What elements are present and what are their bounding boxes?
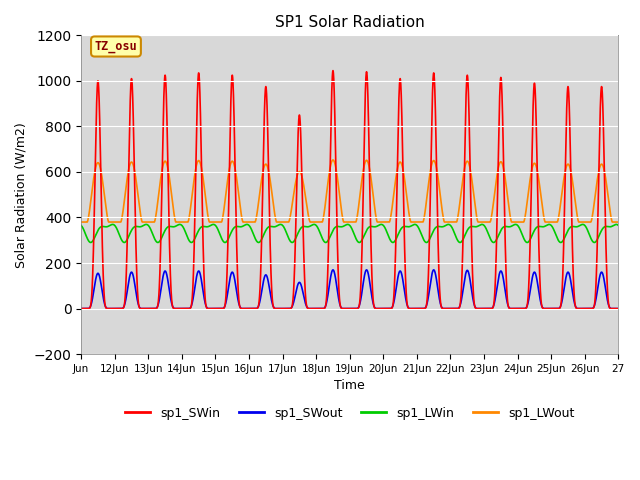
sp1_SWout (77, 306, 85, 312)
sp1_SWin (399, 139, 406, 145)
sp1_SWin (189, 291, 196, 297)
Line: sp1_LWin: sp1_LWin (81, 225, 618, 242)
Legend: sp1_SWin, sp1_SWout, sp1_LWin, sp1_LWout: sp1_SWin, sp1_SWout, sp1_LWin, sp1_LWout (120, 402, 579, 425)
sp1_LWin (524, 240, 531, 245)
sp1_LWin (142, 222, 150, 228)
sp1_SWin (370, 301, 378, 307)
X-axis label: Time: Time (334, 379, 365, 392)
sp1_SWin (538, 300, 545, 306)
sp1_SWout (189, 299, 196, 304)
sp1_LWin (497, 227, 505, 233)
Line: sp1_SWout: sp1_SWout (81, 270, 618, 309)
sp1_SWout (538, 301, 545, 307)
sp1_SWout (524, 302, 531, 308)
sp1_LWin (370, 224, 378, 229)
sp1_LWin (538, 224, 545, 229)
sp1_SWin (77, 306, 85, 312)
sp1_LWout (329, 157, 337, 163)
Line: sp1_LWout: sp1_LWout (81, 160, 618, 222)
sp1_LWin (189, 239, 196, 245)
Line: sp1_SWin: sp1_SWin (81, 71, 618, 309)
Y-axis label: Solar Radiation (W/m2): Solar Radiation (W/m2) (15, 122, 28, 267)
sp1_SWout (399, 274, 406, 280)
sp1_SWin (329, 68, 337, 73)
sp1_LWout (538, 196, 545, 202)
sp1_SWin (614, 306, 622, 312)
sp1_LWin (399, 225, 406, 230)
sp1_SWout (430, 267, 438, 273)
sp1_LWout (370, 196, 378, 202)
sp1_SWin (497, 75, 505, 81)
sp1_LWout (497, 159, 505, 165)
sp1_LWout (524, 197, 531, 203)
sp1_SWout (370, 302, 378, 308)
Title: SP1 Solar Radiation: SP1 Solar Radiation (275, 15, 424, 30)
sp1_SWout (614, 306, 622, 312)
sp1_SWin (524, 301, 531, 307)
sp1_LWout (77, 219, 85, 225)
sp1_LWout (614, 219, 622, 225)
sp1_LWout (189, 189, 196, 195)
sp1_LWout (399, 164, 406, 170)
sp1_LWin (524, 240, 531, 245)
sp1_SWout (497, 268, 505, 274)
Text: TZ_osu: TZ_osu (95, 40, 138, 53)
sp1_LWin (614, 223, 622, 228)
sp1_LWin (77, 223, 85, 228)
